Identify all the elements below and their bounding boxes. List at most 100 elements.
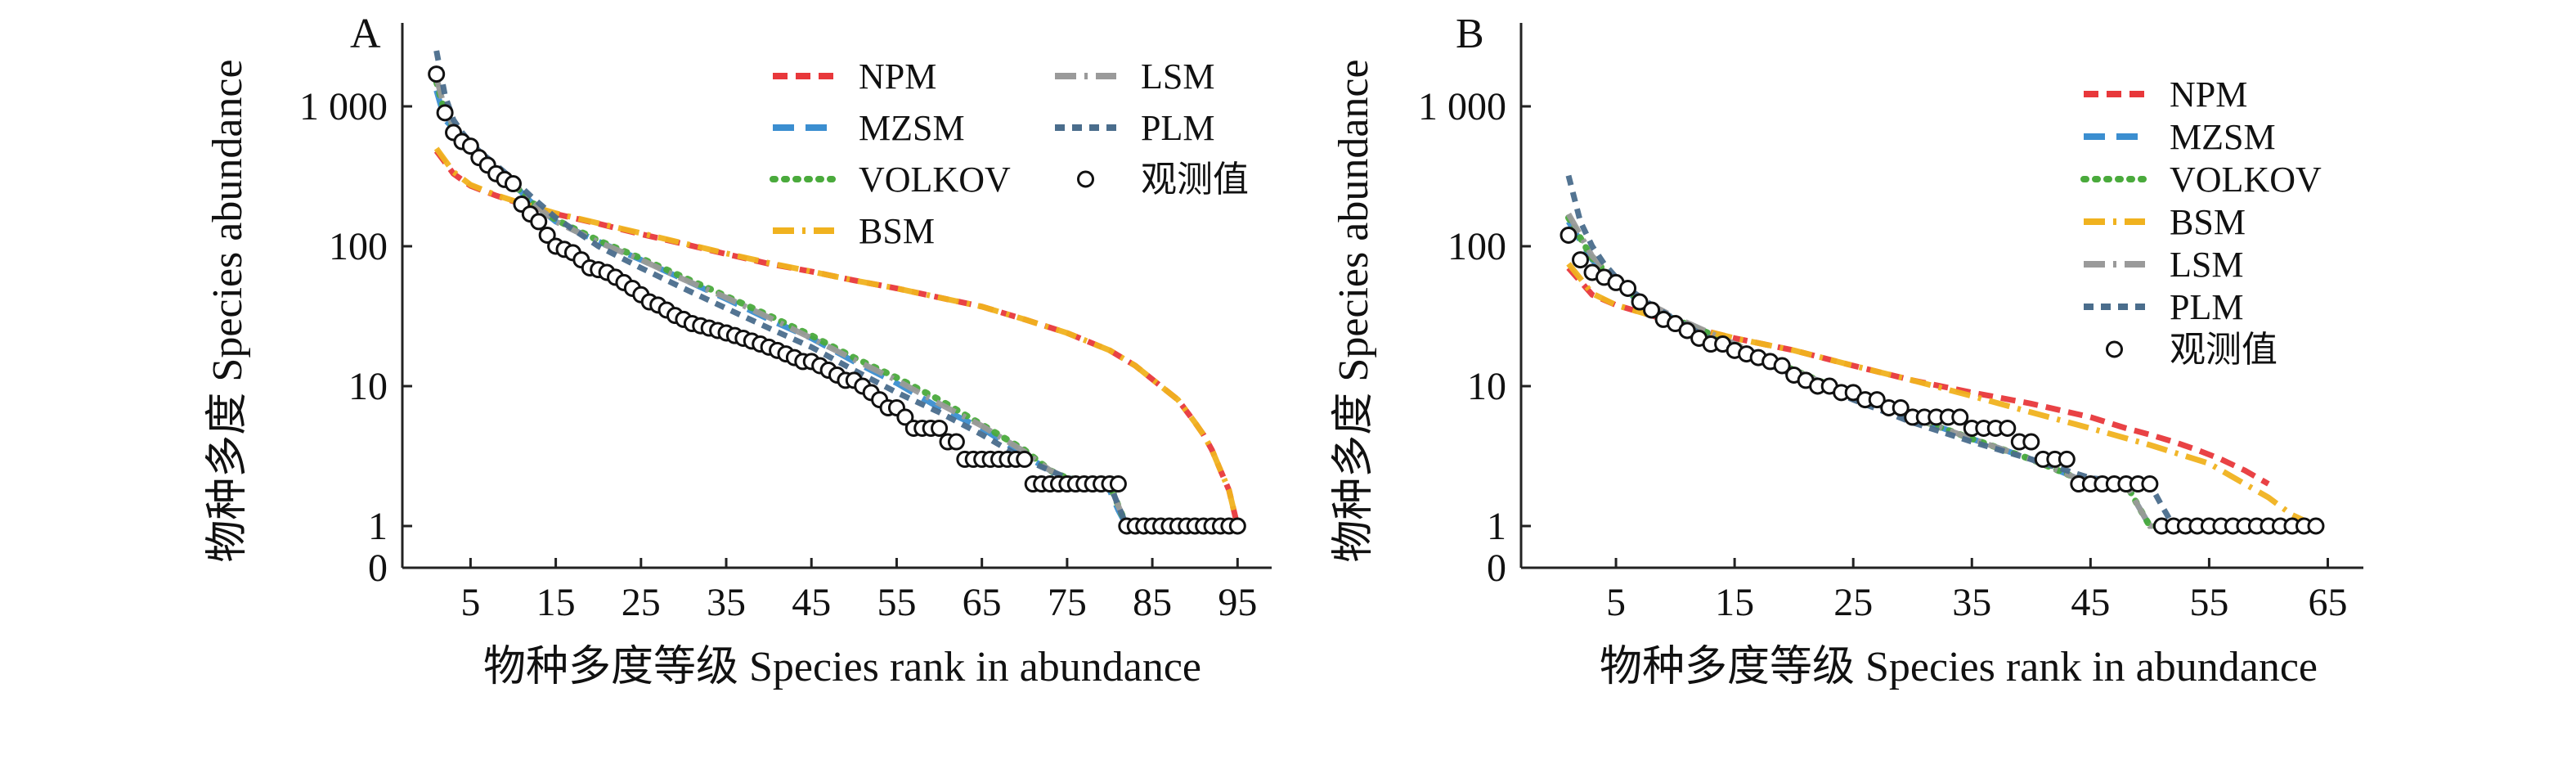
observed-point [504,175,522,193]
y-tick-label: 0 [368,546,388,590]
legend-item-series-6: 观测值 [1077,160,1249,200]
y-tick-label: 1 [368,505,388,548]
observed-point [1773,357,1791,375]
series-line-mzsm [433,89,1238,529]
y-tick-label: 0 [1487,546,1506,590]
observed-point [1572,251,1590,269]
y-tick-label: 10 [348,365,388,408]
x-tick-label: 65 [2308,581,2347,624]
legend-label: VOLKOV [859,160,1011,200]
observed-point [1951,408,1969,426]
observed-point [2022,433,2040,451]
x-tick-label: 15 [1715,581,1754,624]
legend-label: PLM [2170,287,2243,327]
legend-item-bsm: BSM [773,211,935,251]
legend-item-volkov: VOLKOV [770,160,1011,200]
legend-item-plm: PLM [2084,287,2243,327]
series-line-volkov [433,78,1241,529]
series-line-npm [433,149,1241,527]
legend-item-volkov: VOLKOV [2080,160,2322,200]
legend-marker [1077,170,1094,188]
y-tick-label: 1 000 [1418,85,1506,128]
x-axis-title: 物种多度等级 Species rank in abundance [1600,644,2318,690]
legend-marker [2106,340,2123,358]
observed-point [1678,322,1696,340]
legend-label: 观测值 [1141,160,1249,200]
panel-label: B [1456,11,1484,57]
x-tick-label: 35 [1952,581,1991,624]
observed-point [2058,450,2076,468]
observed-point [931,419,949,437]
legend-label: BSM [859,211,935,251]
y-tick-label: 100 [1447,225,1506,268]
x-tick-label: 55 [877,581,916,624]
legend-item-npm: NPM [2084,74,2247,115]
observed-point [1109,475,1127,493]
observed-point [1868,391,1886,409]
legend-item-lsm: LSM [2084,245,2243,285]
legend-item-plm: PLM [1055,108,1214,148]
legend-item-npm: NPM [773,56,936,97]
legend-label: BSM [2170,202,2246,242]
legend-label: 观测值 [2170,330,2278,370]
series-line-lsm [433,77,1238,529]
x-tick-label: 15 [536,581,576,624]
y-axis-title: 物种多度 Species abundance [1331,59,1377,562]
legend-label: NPM [859,56,936,97]
legend-item-lsm: LSM [1055,56,1214,97]
observed-point [1228,517,1246,535]
legend-label: PLM [1141,108,1214,148]
y-tick-label: 10 [1467,365,1506,408]
x-tick-label: 85 [1133,581,1172,624]
x-tick-label: 25 [1833,581,1873,624]
legend-label: NPM [2170,74,2247,115]
x-tick-label: 25 [622,581,661,624]
observed-point [1619,279,1637,297]
x-tick-label: 5 [460,581,480,624]
legend-label: MZSM [2170,117,2276,157]
x-tick-label: 95 [1218,581,1257,624]
x-tick-label: 75 [1048,581,1087,624]
legend-item-series-6: 观测值 [2106,330,2278,370]
observed-points [428,65,1246,535]
observed-point [2307,517,2325,535]
panel-b: B 5 15 25 35 45 55 65 01 10 100 1 000 物种多度等级 Species… [1331,11,2363,690]
y-tick-label: 100 [329,225,388,268]
observed-point [947,433,965,451]
observed-point [1643,301,1661,319]
x-tick-label: 5 [1606,581,1626,624]
x-tick-label: 45 [792,581,831,624]
series-line-plm [433,50,1238,529]
y-axis-title: 物种多度 Species abundance [204,59,251,562]
observed-point [1560,226,1577,244]
y-tick-label: 1 [1487,505,1506,548]
legend-label: LSM [2170,245,2243,285]
legend: NPM MZSM VOLKOV BSM LSM PLM 观测值 [770,56,1249,251]
legend-item-mzsm: MZSM [2084,117,2276,157]
observed-point [461,137,479,155]
observed-point [1999,419,2017,437]
observed-points [1560,226,2325,535]
legend-label: MZSM [859,108,965,148]
legend-item-bsm: BSM [2084,202,2246,242]
y-tick-label: 1 000 [299,85,388,128]
observed-point [896,408,914,426]
observed-point [436,104,454,122]
x-tick-label: 55 [2189,581,2228,624]
legend-label: VOLKOV [2170,160,2322,200]
x-tick-label: 65 [963,581,1002,624]
observed-point [538,226,556,244]
legend-label: LSM [1141,56,1214,97]
observed-point [530,213,548,231]
panel-a: A 5 15 25 35 45 55 65 75 85 95 01 10 100 1 000 物种多度等级 S… [204,11,1272,690]
legend-item-mzsm: MZSM [773,108,965,148]
x-axis-title: 物种多度等级 Species rank in abundance [483,644,1201,690]
observed-point [2141,475,2159,493]
x-tick-label: 35 [707,581,746,624]
observed-point [1892,398,1910,416]
observed-point [428,65,446,83]
observed-point [1016,450,1034,468]
series-line-bsm [433,146,1241,527]
